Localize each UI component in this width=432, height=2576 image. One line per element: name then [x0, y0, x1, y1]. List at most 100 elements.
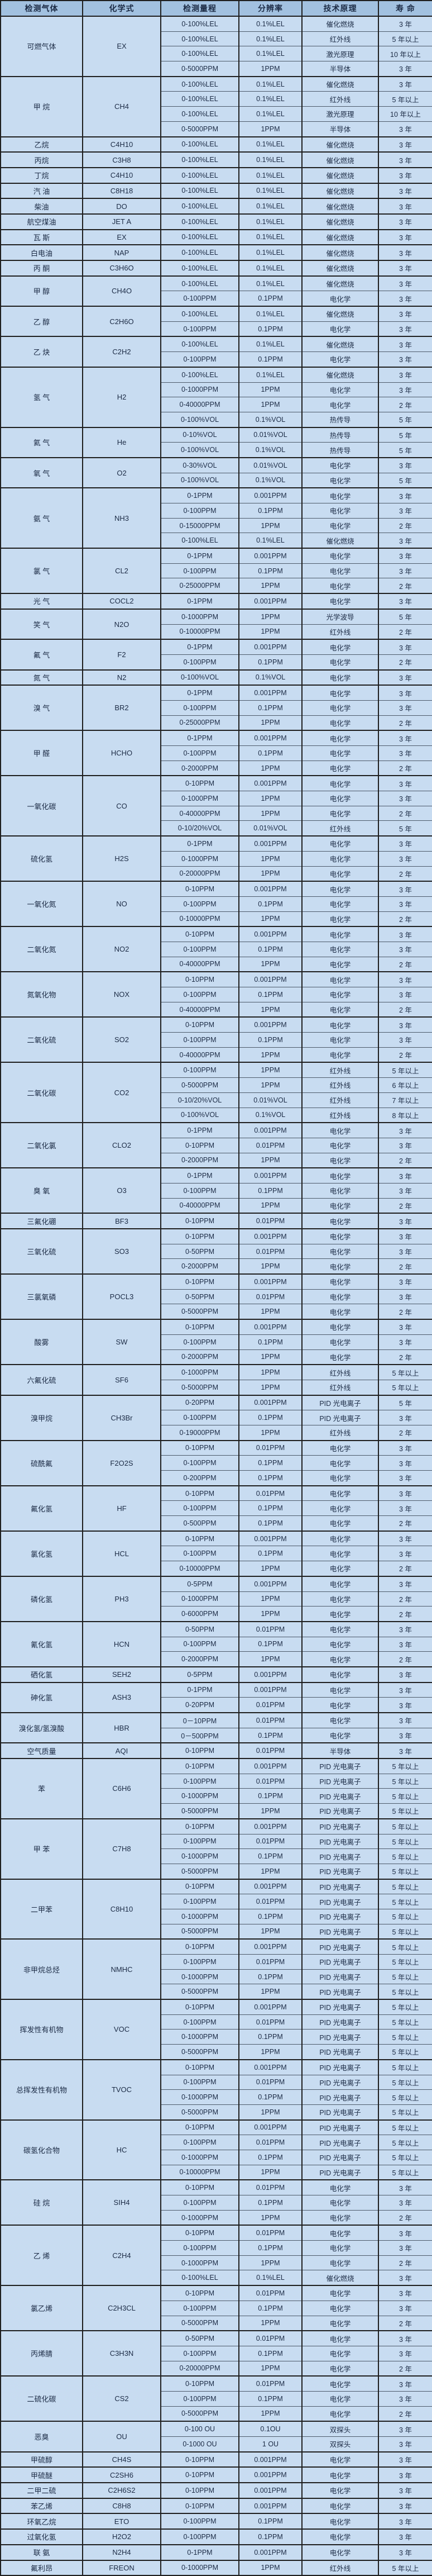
table-row: 0－500PPM 0.1PPM 电化学 3 年	[1, 1727, 432, 1743]
lifespan-cell: 3 年	[378, 1530, 432, 1546]
table-row: 0-40000PPM 1PPM 电化学 2 年	[1, 805, 432, 821]
principle-cell: PID 光电离子	[301, 2044, 379, 2060]
principle-cell: PID 光电离子	[301, 1394, 379, 1410]
table-row: 0-100PPM 0.1PPM 电化学 3 年	[1, 321, 432, 337]
resolution-cell: 1PPM	[238, 1606, 303, 1622]
resolution-cell: 1PPM	[238, 2360, 303, 2377]
gas-name-cell: 甲 醛	[0, 730, 83, 776]
table-row: 0-100PPM 0.1PPM 电化学 3 年	[1, 896, 432, 912]
principle-cell: 热传导	[301, 411, 379, 427]
principle-cell: 半导体	[301, 61, 379, 77]
resolution-cell: 0.1PPM	[238, 1455, 303, 1471]
principle-cell: 电化学	[301, 971, 379, 987]
gas-name-cell: 挥发性有机物	[0, 1999, 83, 2060]
principle-cell: 电化学	[301, 1016, 379, 1033]
lifespan-cell: 3 年	[378, 1620, 432, 1637]
principle-cell: 激光原理	[301, 46, 379, 61]
gas-name-cell: 溴甲烷	[0, 1394, 83, 1441]
lifespan-cell: 2 年	[378, 1349, 432, 1365]
gas-name-cell: 一氧化碳	[0, 775, 83, 837]
lifespan-cell: 2 年	[378, 911, 432, 927]
principle-cell: 红外线	[301, 1077, 379, 1093]
table-row: 三氧化硫 SO3 0-10PPM 0.001PPM 电化学 3 年	[0, 1228, 432, 1275]
range-cell: 0-100%VOL	[160, 472, 239, 488]
principle-cell: 电化学	[301, 1304, 379, 1320]
lifespan-cell: 5 年以上	[378, 1062, 432, 1078]
table-row: 环氧乙烷 ETO 0-100PPM 0.1PPM 电化学 3 年	[0, 2513, 432, 2530]
principle-cell: 电化学	[301, 2345, 379, 2361]
table-row: 氯乙烯 C2H3CL 0-10PPM 0.01PPM 电化学 3 年	[0, 2285, 432, 2331]
table-row: 氢 气 H2 0-100%LEL 0.1%LEL 催化燃烧 3 年	[0, 366, 432, 427]
principle-cell: PID 光电离子	[301, 1818, 379, 1834]
chemical-formula-cell: F2O2S	[82, 1439, 161, 1486]
chemical-formula-cell: NO2	[82, 926, 161, 972]
range-cell: 0-1000PPM	[160, 2209, 239, 2226]
principle-cell: 电化学	[301, 1122, 379, 1138]
resolution-cell: 0.001PPM	[238, 1167, 303, 1184]
table-row: 0-6000PPM 1PPM 电化学 2 年	[1, 1606, 432, 1622]
table-row: 0-50PPM 0.01PPM 电化学 3 年	[1, 1289, 432, 1304]
range-cell: 0-100PPM	[160, 563, 239, 578]
table-row: 氟 气 F2 0-1PPM 0.001PPM 电化学 3 年	[0, 639, 432, 670]
principle-cell: 电化学	[301, 2513, 379, 2530]
principle-cell: PID 光电离子	[301, 2149, 379, 2165]
resolution-cell: 1PPM	[238, 1349, 303, 1365]
chemical-formula-cell: C3H6O	[82, 260, 161, 276]
principle-cell: 电化学	[301, 805, 379, 821]
resolution-cell: 1PPM	[238, 624, 303, 640]
header-principle: 技术原理	[301, 0, 379, 17]
table-row: 0-40000PPM 1PPM 电化学 2 年	[1, 1047, 432, 1063]
resolution-cell: 0.001PPM	[238, 2544, 303, 2560]
principle-cell: 电化学	[301, 1167, 379, 1184]
gas-name-cell: 环氧乙烷	[0, 2513, 83, 2530]
principle-cell: 电化学	[301, 2529, 379, 2545]
principle-cell: 电化学	[301, 1515, 379, 1531]
chemical-formula-cell: C3H3N	[82, 2330, 161, 2377]
principle-cell: 电化学	[301, 1182, 379, 1199]
lifespan-cell: 3 年	[378, 1742, 432, 1759]
table-row: 0-1000PPM 1PPM 电化学 2 年	[1, 1591, 432, 1607]
principle-cell: 电化学	[301, 1439, 379, 1456]
table-row: 0-1000PPM 0.1PPM PID 光电离子 5 年以上	[1, 1788, 432, 1804]
chemical-formula-cell: H2S	[82, 835, 161, 882]
principle-cell: 电化学	[301, 1561, 379, 1576]
principle-cell: PID 光电离子	[301, 2059, 379, 2075]
gas-name-cell: 砷化氢	[0, 1681, 83, 1713]
table-row: 硫酰氟 F2O2S 0-10PPM 0.01PPM 电化学 3 年	[0, 1439, 432, 1486]
range-cell: 0-100%LEL	[160, 213, 239, 230]
lifespan-cell: 3 年	[378, 351, 432, 367]
range-cell: 0-10PPM	[160, 2451, 239, 2468]
table-row: 0-40000PPM 1PPM 电化学 2 年	[1, 956, 432, 972]
chemical-formula-cell: ETO	[82, 2513, 161, 2530]
range-cell: 0-10000PPM	[160, 624, 239, 640]
lifespan-cell: 3 年	[378, 198, 432, 214]
gas-name-cell: 笑 气	[0, 608, 83, 640]
resolution-cell: 1PPM	[238, 1803, 303, 1819]
resolution-cell: 0.1PPM	[238, 2240, 303, 2256]
lifespan-cell: 5 年以上	[378, 1878, 432, 1894]
table-row: 0-10000PPM 1PPM 红外线 2 年	[1, 624, 432, 640]
range-cell: 0-100%VOL	[160, 442, 239, 458]
principle-cell: 电化学	[301, 1485, 379, 1501]
chemical-formula-cell: NOX	[82, 971, 161, 1018]
lifespan-cell: 3 年	[378, 2195, 432, 2211]
lifespan-cell: 2 年	[378, 1197, 432, 1214]
gas-name-cell: 硫酰氟	[0, 1439, 83, 1486]
principle-cell: 红外线	[301, 1092, 379, 1108]
lifespan-cell: 3 年	[378, 229, 432, 245]
range-cell: 0-100%LEL	[160, 31, 239, 46]
table-row: 0-100PPM 0.1PPM 电化学 3 年	[1, 291, 432, 307]
lifespan-cell: 5 年以上	[378, 31, 432, 46]
range-cell: 0-10PPM	[160, 2119, 239, 2135]
resolution-cell: 0.001PPM	[238, 487, 303, 503]
resolution-cell: 0.1PPM	[238, 321, 303, 337]
gas-name-cell: 总挥发性有机物	[0, 2059, 83, 2120]
resolution-cell: 1PPM	[238, 1001, 303, 1018]
lifespan-cell: 5 年以上	[378, 2164, 432, 2180]
lifespan-cell: 2 年	[378, 1561, 432, 1576]
range-cell: 0-100PPM	[160, 1410, 239, 1425]
gas-name-cell: 苯	[0, 1758, 83, 1819]
resolution-cell: 1PPM	[238, 1923, 303, 1940]
range-cell: 0-1000PPM	[160, 1788, 239, 1804]
resolution-cell: 1PPM	[238, 2406, 303, 2422]
